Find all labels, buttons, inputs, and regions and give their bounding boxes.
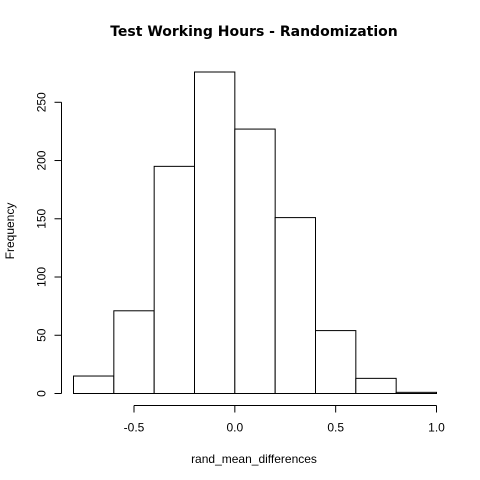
y-axis: 0 50 100 150 200 250	[35, 92, 62, 397]
y-tick-label-5: 250	[35, 92, 49, 112]
histogram-bar-5	[274, 217, 316, 394]
x-tick-label-0: -0.5	[124, 421, 145, 435]
histogram-bar-6	[315, 330, 357, 395]
x-tick-label-3: 1.0	[428, 421, 445, 435]
histogram-bar-4	[234, 128, 276, 394]
x-axis: -0.5 0.0 0.5 1.0	[124, 405, 445, 435]
y-tick-label-3: 150	[35, 208, 49, 228]
y-tick-label-2: 100	[35, 267, 49, 287]
histogram-bar-8	[395, 391, 437, 394]
histogram-bar-0	[73, 375, 115, 394]
x-tick-label-1: 0.0	[226, 421, 243, 435]
chart-title: Test Working Hours - Randomization	[110, 24, 398, 40]
histogram-bar-7	[355, 377, 397, 394]
bars-group	[73, 71, 437, 395]
y-tick-label-0: 0	[35, 390, 49, 397]
y-tick-label-4: 200	[35, 150, 49, 170]
x-axis-label: rand_mean_differences	[191, 452, 317, 466]
y-axis-label: Frequency	[3, 203, 17, 260]
histogram-bar-2	[153, 165, 196, 394]
x-tick-label-2: 0.5	[327, 421, 344, 435]
y-tick-label-1: 50	[35, 328, 49, 342]
histogram-bar-1	[113, 310, 155, 394]
histogram-bar-3	[194, 71, 236, 394]
